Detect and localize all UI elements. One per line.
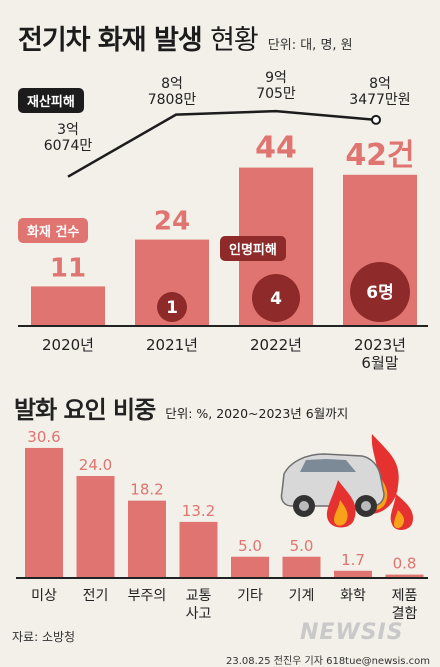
cause-label: 화학 — [340, 588, 366, 604]
section2-unit: 단위: %, 2020~2023년 6월까지 — [165, 406, 349, 421]
section2-header: 발화 요인 비중 단위: %, 2020~2023년 6월까지 — [14, 390, 348, 425]
fire-count-value: 11 — [50, 253, 86, 283]
property-damage-line — [67, 109, 377, 178]
casualty-value: 4 — [270, 289, 282, 309]
ignition-cause-chart: 30.6 미상 24.0 전기 18.2 부주의 13.2 교통 사고 5.0 기타 5.0 기계 1.7… — [16, 428, 428, 622]
cause-value: 18.2 — [130, 481, 163, 499]
fire-count-label: 화재 건수 — [18, 218, 89, 243]
cause-label: 제품 결함 — [392, 588, 418, 622]
cause-label: 교통 사고 — [186, 588, 212, 622]
cause-bar — [76, 476, 115, 578]
cause-value: 5.0 — [238, 537, 262, 555]
casualty-value: 1 — [166, 298, 178, 318]
fire-count-bar — [31, 286, 105, 326]
casualty-circle — [350, 262, 410, 322]
cause-value: 30.6 — [27, 428, 60, 446]
casualty-circle — [252, 274, 300, 322]
property-damage-value: 9억 705만 — [256, 70, 296, 102]
fire-count-value: 42건 — [345, 138, 414, 173]
cause-bar — [179, 521, 218, 578]
page-title: 전기차 화재 발생 현황 — [18, 18, 259, 57]
title-thin: 현황 — [210, 25, 259, 56]
newsis-watermark: NEWSIS — [300, 620, 404, 645]
year-label: 2021년 — [146, 336, 198, 354]
property-damage-label: 재산피해 — [18, 88, 84, 113]
property-damage-value: 8억 3477만원 — [349, 76, 410, 108]
property-damage-endpoint — [371, 114, 381, 125]
cause-bar — [282, 556, 321, 578]
cause-value: 24.0 — [79, 456, 112, 474]
year-label: 2023년 6월말 — [354, 336, 406, 372]
cause-value: 1.7 — [341, 551, 365, 569]
casualty-label: 인명피해 — [220, 236, 286, 261]
property-damage-value: 3억 6074만 — [44, 122, 93, 154]
cause-label: 부주의 — [128, 588, 167, 604]
cause-bar — [25, 447, 63, 578]
cause-value: 13.2 — [182, 502, 215, 520]
casualty-value: 6명 — [366, 283, 393, 303]
cause-bar — [334, 570, 372, 578]
fire-count-value: 24 — [154, 207, 190, 237]
title-bold: 전기차 화재 발생 — [18, 25, 203, 56]
cause-bar — [231, 556, 269, 578]
property-damage-value: 8억 7808만 — [148, 76, 197, 108]
cause-bar — [385, 574, 424, 578]
source-label: 자료: 소방청 — [12, 630, 76, 644]
cause-bar — [128, 500, 166, 578]
casualty-circle — [157, 292, 187, 322]
credit-label: 23.08.25 전진우 기자 618tue@newsis.com — [226, 656, 430, 667]
title-row: 전기차 화재 발생 현황 단위: 대, 명, 원 — [18, 18, 353, 57]
cause-value: 0.8 — [393, 555, 417, 573]
cause-label: 기계 — [289, 588, 315, 604]
year-label: 2020년 — [42, 336, 94, 354]
cause-label: 기타 — [237, 588, 263, 604]
unit-label: 단위: 대, 명, 원 — [267, 38, 353, 53]
burning-car-illustration — [280, 434, 414, 530]
cause-value: 5.0 — [290, 537, 314, 555]
cause-label: 미상 — [31, 588, 57, 604]
year-label: 2022년 — [250, 336, 302, 354]
section2-title: 발화 요인 비중 — [14, 396, 156, 424]
cause-label: 전기 — [83, 588, 109, 604]
fire-count-value: 44 — [255, 131, 297, 166]
